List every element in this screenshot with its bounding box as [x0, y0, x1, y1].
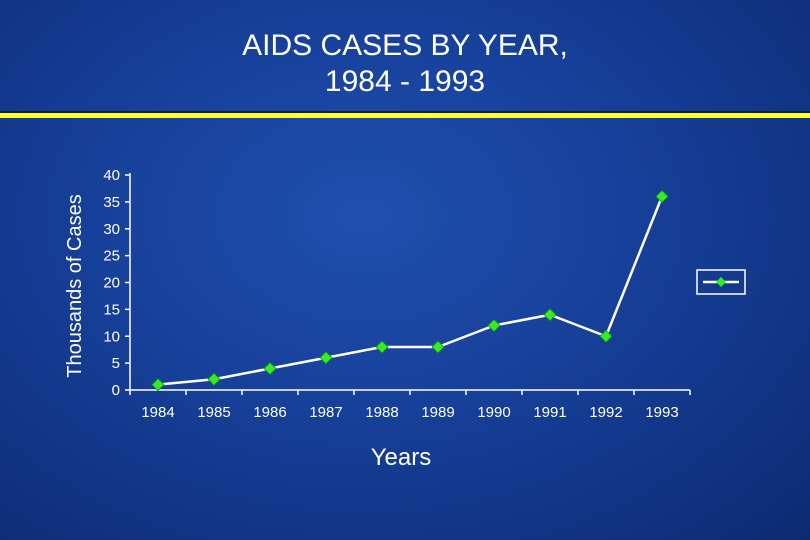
y-tick-label: 35	[103, 194, 120, 211]
title-divider-shadow	[0, 111, 810, 113]
x-tick-label: 1985	[197, 404, 230, 421]
legend-marker-swatch	[716, 277, 726, 287]
data-point	[655, 189, 669, 204]
chart-title: AIDS CASES BY YEAR, 1984 - 1993	[0, 28, 810, 100]
y-tick-label: 30	[103, 221, 120, 238]
y-tick-label: 20	[103, 275, 120, 292]
data-point	[487, 318, 501, 333]
y-tick-label: 0	[112, 382, 120, 399]
x-tick-label: 1988	[365, 404, 398, 421]
x-tick-label: 1986	[253, 404, 286, 421]
y-tick-label: 40	[103, 167, 120, 184]
data-point	[375, 340, 389, 354]
x-tick-label: 1990	[477, 404, 510, 421]
data-point	[431, 340, 445, 354]
y-axis-ticks: 0 5 10 15 20 25 30 35 40	[103, 167, 130, 399]
y-tick-label: 10	[103, 328, 120, 345]
legend	[696, 269, 746, 295]
data-point	[319, 351, 333, 365]
x-tick-label: 1992	[589, 404, 622, 421]
chart-title-line-2: 1984 - 1993	[324, 65, 486, 98]
y-tick-label: 5	[112, 355, 120, 372]
x-axis-ticks: 1984 1985 1986 1987 1988 1989 1990 1991 1992 1993	[129, 390, 691, 421]
series-layer	[151, 189, 669, 392]
data-point	[543, 308, 557, 322]
x-tick-label: 1984	[141, 404, 174, 421]
x-tick-label: 1987	[309, 404, 342, 421]
data-point	[151, 378, 165, 392]
legend-box	[696, 269, 746, 295]
title-divider	[0, 113, 810, 118]
x-tick-label: 1989	[421, 404, 454, 421]
x-axis-label: Years	[371, 444, 432, 471]
chart-title-line-1: AIDS CASES BY YEAR,	[242, 29, 568, 62]
data-point	[263, 361, 277, 376]
y-tick-label: 25	[103, 248, 120, 265]
y-tick-label: 15	[103, 301, 120, 318]
data-point	[599, 329, 613, 343]
chart-axes	[129, 173, 690, 391]
x-tick-label: 1993	[645, 404, 678, 421]
x-tick-label: 1991	[533, 404, 566, 421]
series-line	[157, 196, 664, 386]
y-axis-label: Thousands of Cases	[64, 194, 86, 377]
data-point	[207, 372, 221, 386]
